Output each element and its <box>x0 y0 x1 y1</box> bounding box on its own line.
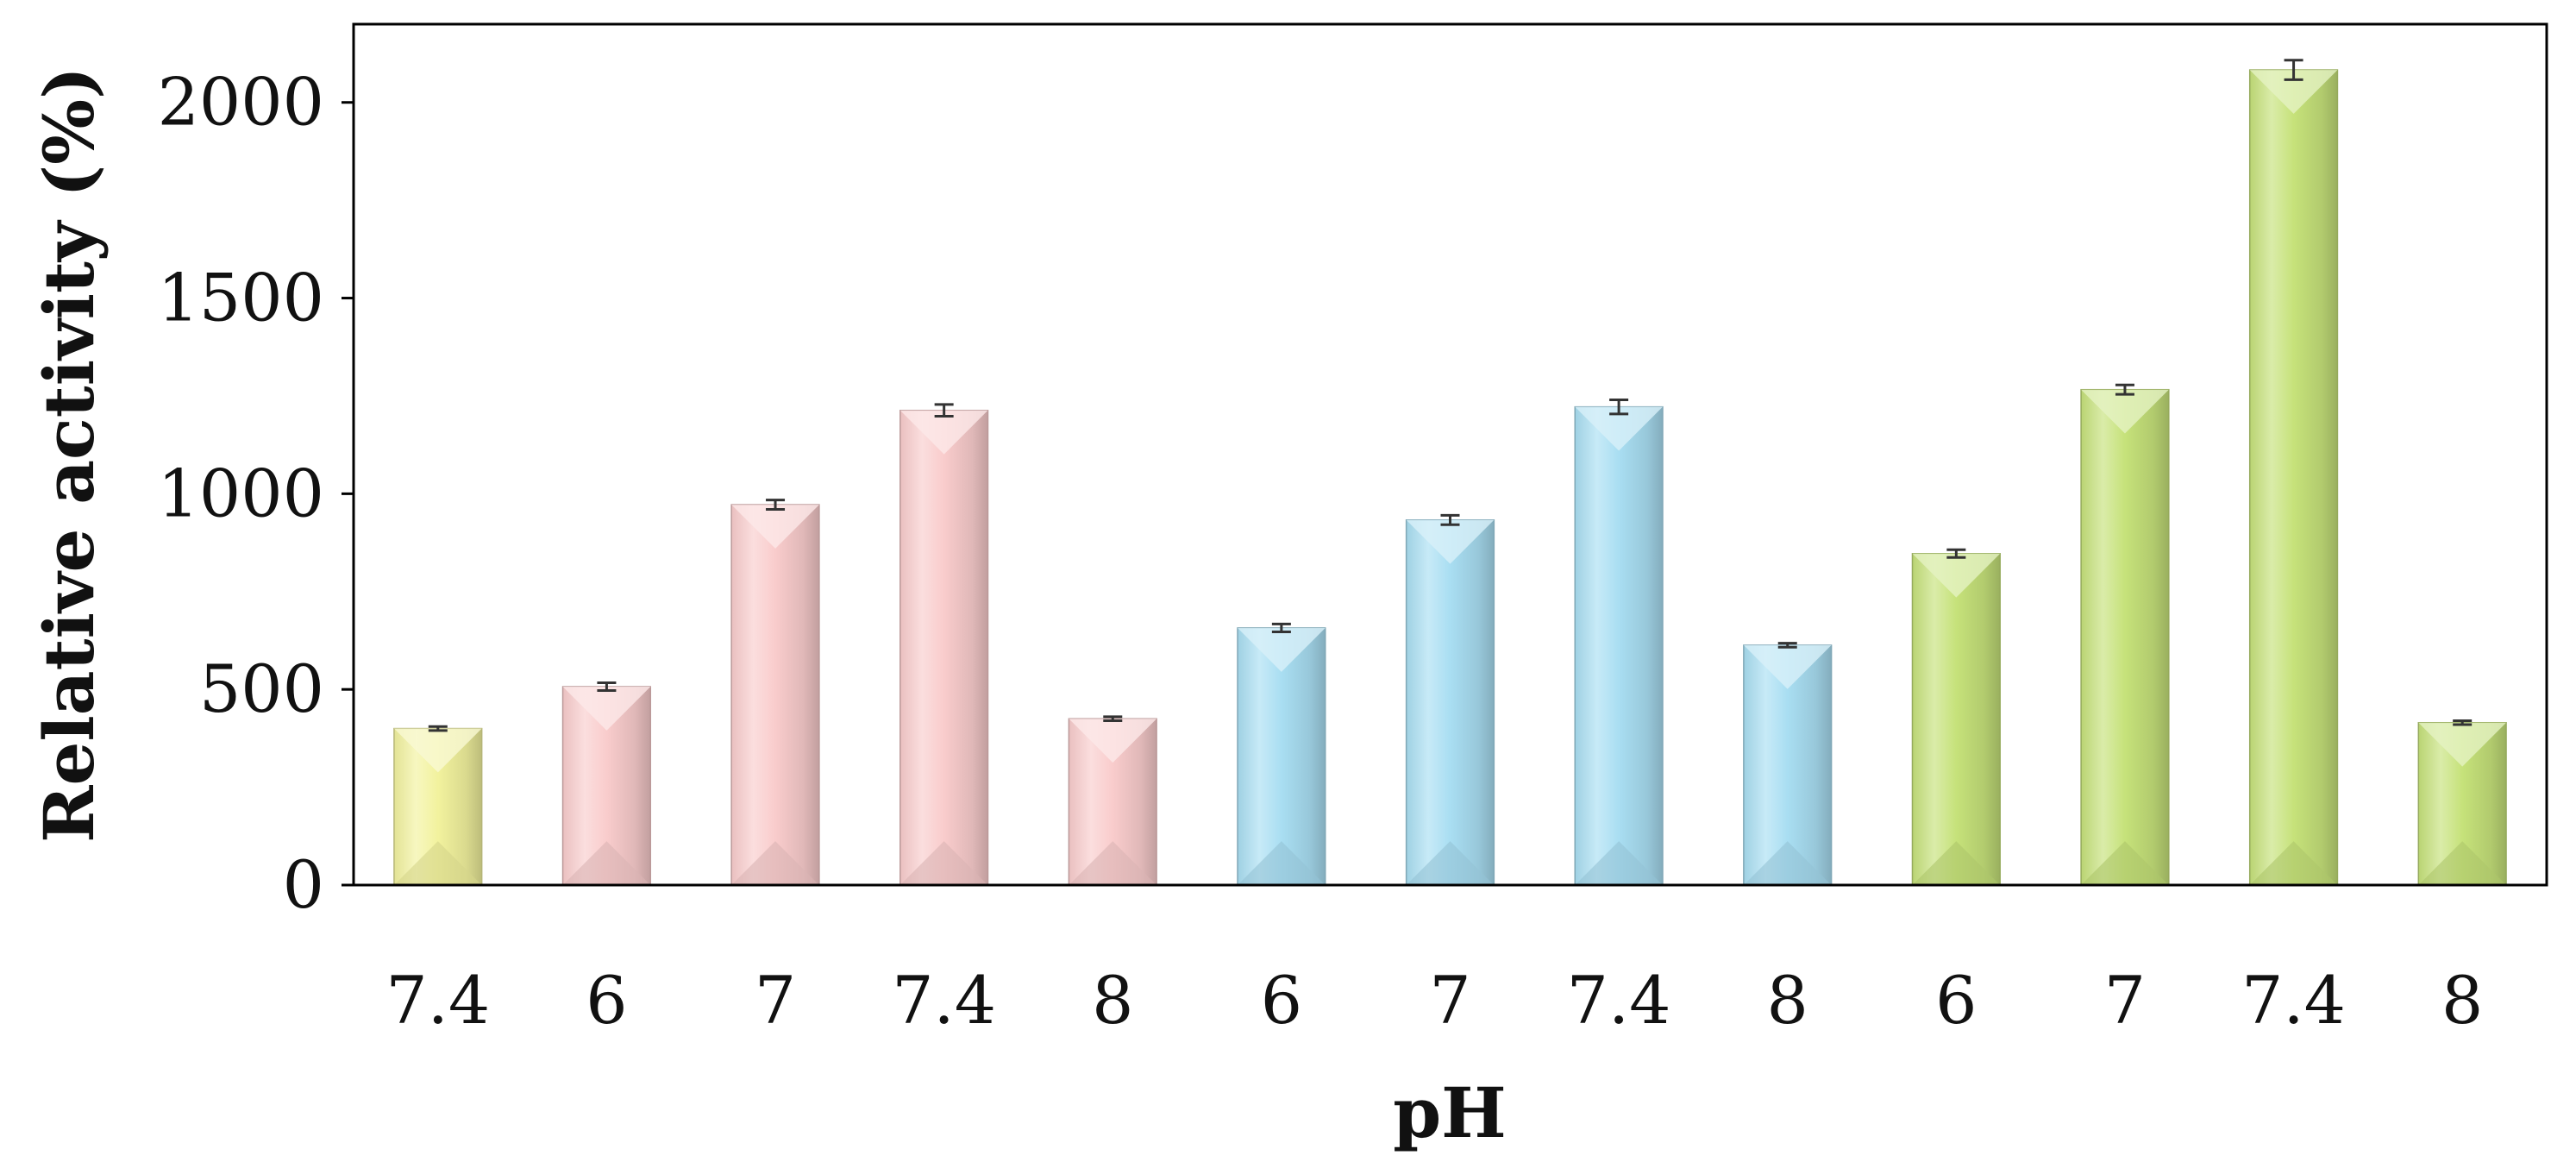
bar-bottom-bevel <box>1575 841 1663 885</box>
bar-top-bevel <box>1069 719 1157 763</box>
bar <box>2080 388 2170 886</box>
bar-bottom-bevel <box>1406 841 1495 885</box>
x-tick-label: 7.4 <box>1567 962 1671 1039</box>
bar-bottom-bevel <box>2249 841 2338 885</box>
error-bar <box>1777 642 1797 649</box>
x-tick-label: 7 <box>755 962 796 1039</box>
bars-layer <box>393 69 2507 886</box>
error-bar <box>1946 548 1966 559</box>
error-bar <box>766 499 786 512</box>
bar-rect <box>1911 553 2001 886</box>
bar-rect <box>2080 388 2170 886</box>
bar-top-bevel <box>1912 553 2001 598</box>
bar-top-bevel <box>2081 389 2169 434</box>
bar-top-bevel <box>731 505 819 549</box>
bar-top-bevel <box>899 410 988 455</box>
bar <box>2417 721 2507 886</box>
bar-bottom-bevel <box>2081 841 2169 885</box>
x-tick-label: 8 <box>1767 962 1808 1039</box>
y-axis-ticks: 0 500 1000 1500 2000 <box>158 64 354 923</box>
bar-bottom-bevel <box>1743 841 1832 885</box>
bar-bottom-bevel <box>731 841 819 885</box>
bar-top-bevel <box>2418 722 2507 767</box>
y-tick-label: 500 <box>199 650 324 727</box>
y-tick-label: 0 <box>283 846 324 923</box>
bar-top-bevel <box>1238 627 1326 672</box>
bar <box>1068 718 1157 886</box>
x-tick-label: 8 <box>2441 962 2483 1039</box>
bar-top-bevel <box>1575 406 1663 451</box>
bar <box>899 409 989 886</box>
bar-rect <box>1405 519 1495 886</box>
bar-bottom-bevel <box>562 841 651 885</box>
y-tick-label: 1000 <box>158 455 324 531</box>
bar-rect <box>730 504 820 886</box>
error-bar <box>1609 398 1629 416</box>
error-bar <box>934 403 954 418</box>
error-bar <box>1103 715 1123 722</box>
bar <box>1574 405 1664 886</box>
x-tick-label: 6 <box>1935 962 1977 1039</box>
y-axis-title: Relative activity (%) <box>28 66 110 843</box>
y-tick-label: 1500 <box>158 260 324 336</box>
bar <box>730 504 820 886</box>
x-axis-title: pH <box>1393 1072 1507 1153</box>
error-bar <box>1271 622 1291 633</box>
y-tick-label: 2000 <box>158 64 324 141</box>
error-bar <box>2453 719 2473 726</box>
error-bar <box>2284 59 2303 81</box>
x-tick-label: 8 <box>1092 962 1133 1039</box>
bar-bottom-bevel <box>899 841 988 885</box>
bar <box>1237 627 1326 886</box>
bar-top-bevel <box>393 728 482 773</box>
bar <box>2248 69 2339 886</box>
bar <box>561 686 652 886</box>
bar <box>393 727 483 886</box>
error-bars-layer <box>428 59 2473 732</box>
x-tick-label: 7 <box>1429 962 1470 1039</box>
x-tick-label: 7.4 <box>2241 962 2346 1039</box>
error-bar <box>1440 513 1460 526</box>
x-tick-label: 7.4 <box>385 962 490 1039</box>
bar-bottom-bevel <box>393 841 482 885</box>
error-bar <box>428 725 448 732</box>
x-axis-ticks: 7.4 6 7 7.4 8 6 7 7.4 8 6 7 7.4 8 <box>385 962 2483 1039</box>
bar-bottom-bevel <box>1069 841 1157 885</box>
bar <box>1405 519 1495 886</box>
bar-top-bevel <box>1743 644 1832 689</box>
bar-top-bevel <box>2249 70 2338 114</box>
bar-bottom-bevel <box>1238 841 1326 885</box>
bar-bottom-bevel <box>1912 841 2001 885</box>
bar-top-bevel <box>1406 519 1495 564</box>
bar <box>1911 553 2001 886</box>
bar-rect <box>1574 405 1664 886</box>
x-tick-label: 7.4 <box>892 962 996 1039</box>
bar-top-bevel <box>562 687 651 731</box>
bar-rect <box>899 409 989 886</box>
bar-bottom-bevel <box>2418 841 2507 885</box>
x-tick-label: 6 <box>586 962 627 1039</box>
bar-rect <box>2248 69 2339 886</box>
error-bar <box>2115 383 2134 396</box>
bar <box>1743 644 1833 886</box>
x-tick-label: 6 <box>1261 962 1302 1039</box>
x-tick-label: 7 <box>2104 962 2146 1039</box>
error-bar <box>597 681 617 693</box>
